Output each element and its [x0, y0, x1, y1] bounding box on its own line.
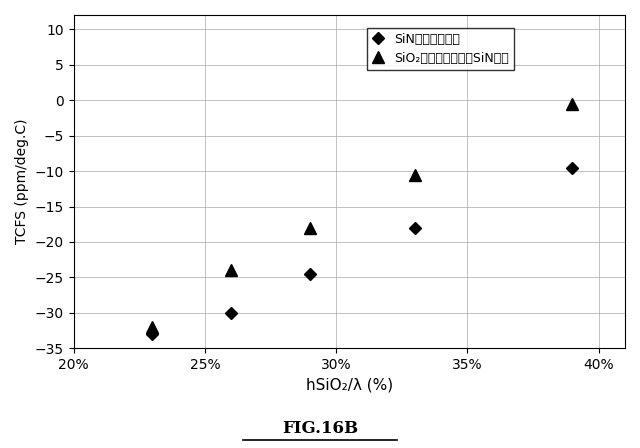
SiO₂に埋め込まれたSiNあり: [148, 324, 156, 330]
SiO₂に埋め込まれたSiNあり: [568, 101, 576, 106]
SiO₂に埋め込まれたSiNあり: [411, 172, 419, 177]
SiNなし（従来）: [227, 310, 235, 316]
SiNなし（従来）: [148, 332, 156, 337]
X-axis label: hSiO₂/λ (%): hSiO₂/λ (%): [306, 378, 393, 393]
Legend: SiNなし（従来）, SiO₂に埋め込まれたSiNあり: SiNなし（従来）, SiO₂に埋め込まれたSiNあり: [367, 28, 514, 70]
SiNなし（従来）: [306, 271, 314, 276]
SiNなし（従来）: [568, 165, 576, 170]
Line: SiO₂に埋め込まれたSiNあり: SiO₂に埋め込まれたSiNあり: [147, 98, 578, 333]
Line: SiNなし（従来）: SiNなし（従来）: [148, 164, 577, 338]
Text: FIG.16B: FIG.16B: [282, 420, 358, 437]
SiNなし（従来）: [411, 225, 419, 231]
Y-axis label: TCFS (ppm/deg.C): TCFS (ppm/deg.C): [15, 119, 29, 245]
SiO₂に埋め込まれたSiNあり: [227, 268, 235, 273]
SiO₂に埋め込まれたSiNあり: [306, 225, 314, 231]
